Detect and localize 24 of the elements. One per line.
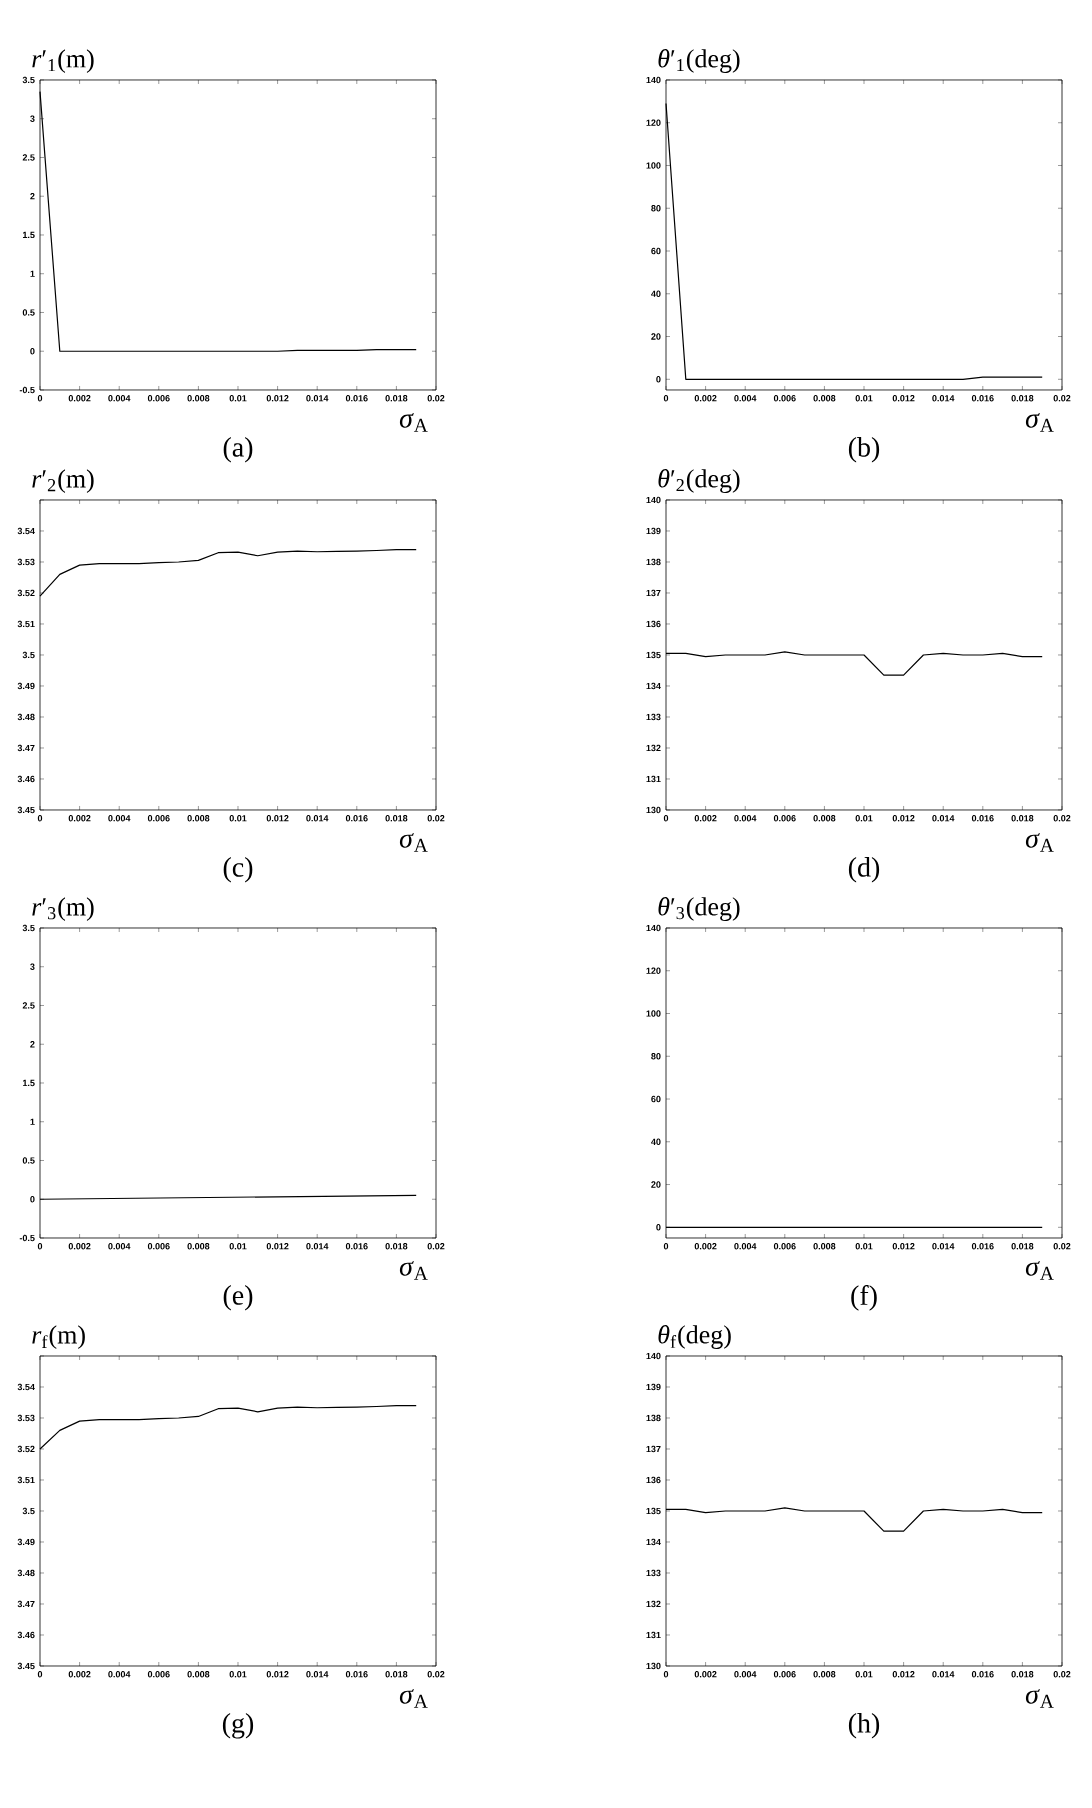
- text: (c): [223, 857, 253, 883]
- text: (a): [223, 437, 253, 463]
- text: (e): [223, 1285, 253, 1311]
- y-axis-title: θ′$_{3}$(deg): [658, 897, 740, 921]
- text: (g): [222, 1713, 254, 1739]
- x-axis-title: σ$_{A}$: [1025, 1261, 1054, 1280]
- x-axis-title: σ$_{A}$: [1025, 413, 1054, 432]
- x-axis-title: σ$_{A}$: [1025, 833, 1054, 852]
- x-axis-title: σ$_{A}$: [399, 1261, 428, 1280]
- x-axis-title: σ$_{A}$: [399, 1689, 428, 1708]
- y-axis-title: r′$_{2}$(m): [32, 469, 94, 493]
- y-axis-title: θ′$_{1}$(deg): [658, 49, 740, 73]
- text: (b): [848, 437, 880, 463]
- x-axis-title: σ$_{A}$: [1025, 1689, 1054, 1708]
- text: (f): [851, 1285, 877, 1311]
- x-axis-title: σ$_{A}$: [399, 833, 428, 852]
- y-axis-title: θ$_{f}$(deg): [658, 1325, 731, 1349]
- text: (d): [848, 857, 880, 883]
- y-axis-title: r$_{f}$(m): [32, 1325, 85, 1349]
- y-axis-title: r′$_{1}$(m): [32, 49, 94, 73]
- text: (h): [848, 1713, 880, 1739]
- y-axis-title: θ′$_{2}$(deg): [658, 469, 740, 493]
- y-axis-title: r′$_{3}$(m): [32, 897, 94, 921]
- x-axis-title: σ$_{A}$: [399, 413, 428, 432]
